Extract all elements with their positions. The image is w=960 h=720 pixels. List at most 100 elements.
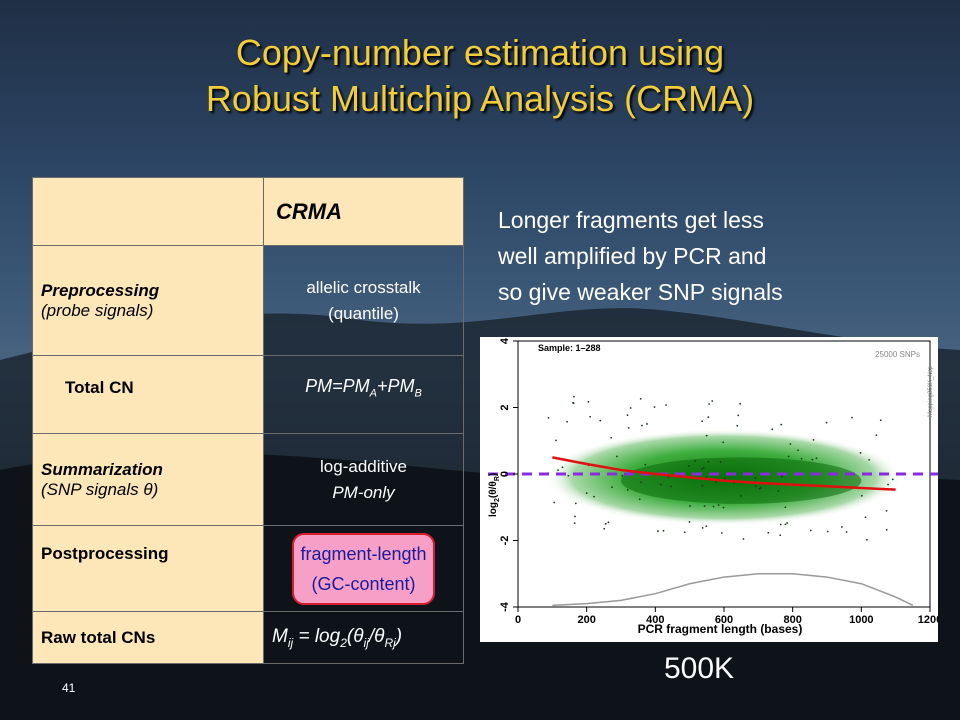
chip-label-500k: 500K [664,652,735,685]
scatter-point [851,416,853,419]
scatter-point [789,443,792,445]
scatter-point [767,531,770,534]
label-sub: (probe signals) [41,300,154,320]
scatter-point [864,516,867,519]
row-value-summarization: log-additive PM-only [263,433,464,526]
fragment-distribution-curve [552,573,914,607]
scatter-point [866,538,868,541]
scatter-point [574,515,576,518]
side-line-3: so give weaker SNP signals [498,279,783,305]
y-tick-label: 4 [499,337,511,344]
scatter-point [689,505,691,507]
scatter-point [715,480,718,483]
scatter-point [662,529,665,532]
scatter-point [705,525,708,528]
scatter-point [885,509,888,512]
plot-sample-label: Sample: 1–288 [538,343,601,353]
fragment-length-highlight: fragment-length (GC-content) [292,532,435,605]
scatter-point [787,455,790,458]
scatter-point [723,477,726,480]
scatter-point [621,474,624,477]
scatter-point [589,415,592,418]
value-line-1: log-additive [320,456,407,476]
row-value-postprocessing: fragment-length (GC-content) [263,525,464,612]
scatter-point [811,458,814,461]
scatter-point [707,416,710,419]
scatter-point [557,469,559,472]
scatter-point [694,459,697,462]
scatter-point [639,397,642,400]
scatter-point [860,494,863,497]
table-row: Summarization (SNP signals θ) log-additi… [32,433,464,526]
scatter-point [607,521,610,524]
title-line-2: Robust Multichip Analysis (CRMA) [205,78,755,119]
page-number: 41 [62,681,76,695]
table-header-crma: CRMA [263,177,464,246]
x-tick-label: 0 [515,614,521,626]
scatter-point [567,474,570,477]
scatter-point [841,526,843,528]
label-main: Raw total CNs [41,627,156,647]
scatter-point [641,424,643,427]
y-tick-label: -4 [499,601,511,612]
scatter-point [616,455,618,458]
scatter-point [555,439,557,442]
table-row: Postprocessing fragment-length (GC-conte… [32,525,464,612]
label-sub: (SNP signals θ) [41,479,159,499]
scatter-point [779,523,782,526]
row-value-raw-total-cns: Mij = log2(θij/θRj) [263,611,464,664]
row-label-preprocessing: Preprocessing (probe signals) [32,245,264,356]
row-value-total-cn: PM=PMA+PMB [263,355,464,434]
scatter-point [626,488,629,491]
plot-xlabel: PCR fragment length (bases) [638,622,803,636]
scatter-point [708,403,711,405]
row-label-summarization: Summarization (SNP signals θ) [32,433,264,526]
scatter-point [737,414,740,417]
scatter-point [572,401,574,404]
plot-snps-label: 25000 SNPs [875,350,920,359]
label-main: Postprocessing [41,543,169,563]
scatter-point [646,423,648,425]
scatter-point [784,506,787,509]
crma-table: CRMA Preprocessing (probe signals) allel… [32,177,464,664]
scatter-point [701,468,703,471]
x-tick-label: 400 [646,614,664,626]
table-header-row: CRMA [32,177,464,246]
scatter-point [629,407,632,409]
scatter-point [547,416,550,419]
value-line-2: (quantile) [328,303,399,323]
scatter-point [885,528,888,531]
scatter-point [812,439,815,441]
scatter-point [688,464,690,467]
scatter-point [703,505,706,508]
fit-line [552,456,896,491]
scatter-point [573,522,576,525]
x-tick-label: 800 [783,614,801,626]
scatter-point [722,506,725,509]
scatter-point [759,487,762,489]
plot-chip-label: Mapping250K_Nsp [928,365,934,417]
scatter-point [657,530,659,532]
side-explanation: Longer fragments get less well amplified… [498,202,918,310]
scatter-point [627,427,630,429]
value-line-1: fragment-length [300,543,427,564]
scatter-point [653,406,656,408]
scatter-point [701,526,704,529]
scatter-point [593,495,595,498]
scatter-point [859,452,862,454]
scatter-point [702,466,705,469]
scatter-point [720,532,723,534]
scatter-point [683,531,686,534]
scatter-point [604,522,607,525]
scatter-point [644,463,647,466]
scatter-point [825,421,828,424]
label-main: Total CN [65,377,134,397]
x-tick-label: 200 [577,614,595,626]
scatter-point [638,498,641,501]
scatter-point [660,483,662,486]
scatter-point [701,484,704,487]
scatter-point [719,460,722,463]
m-formula: Mij = log2(θij/θRj) [272,625,403,650]
row-label-total-cn: Total CN [32,355,264,434]
scatter-point [665,404,667,406]
